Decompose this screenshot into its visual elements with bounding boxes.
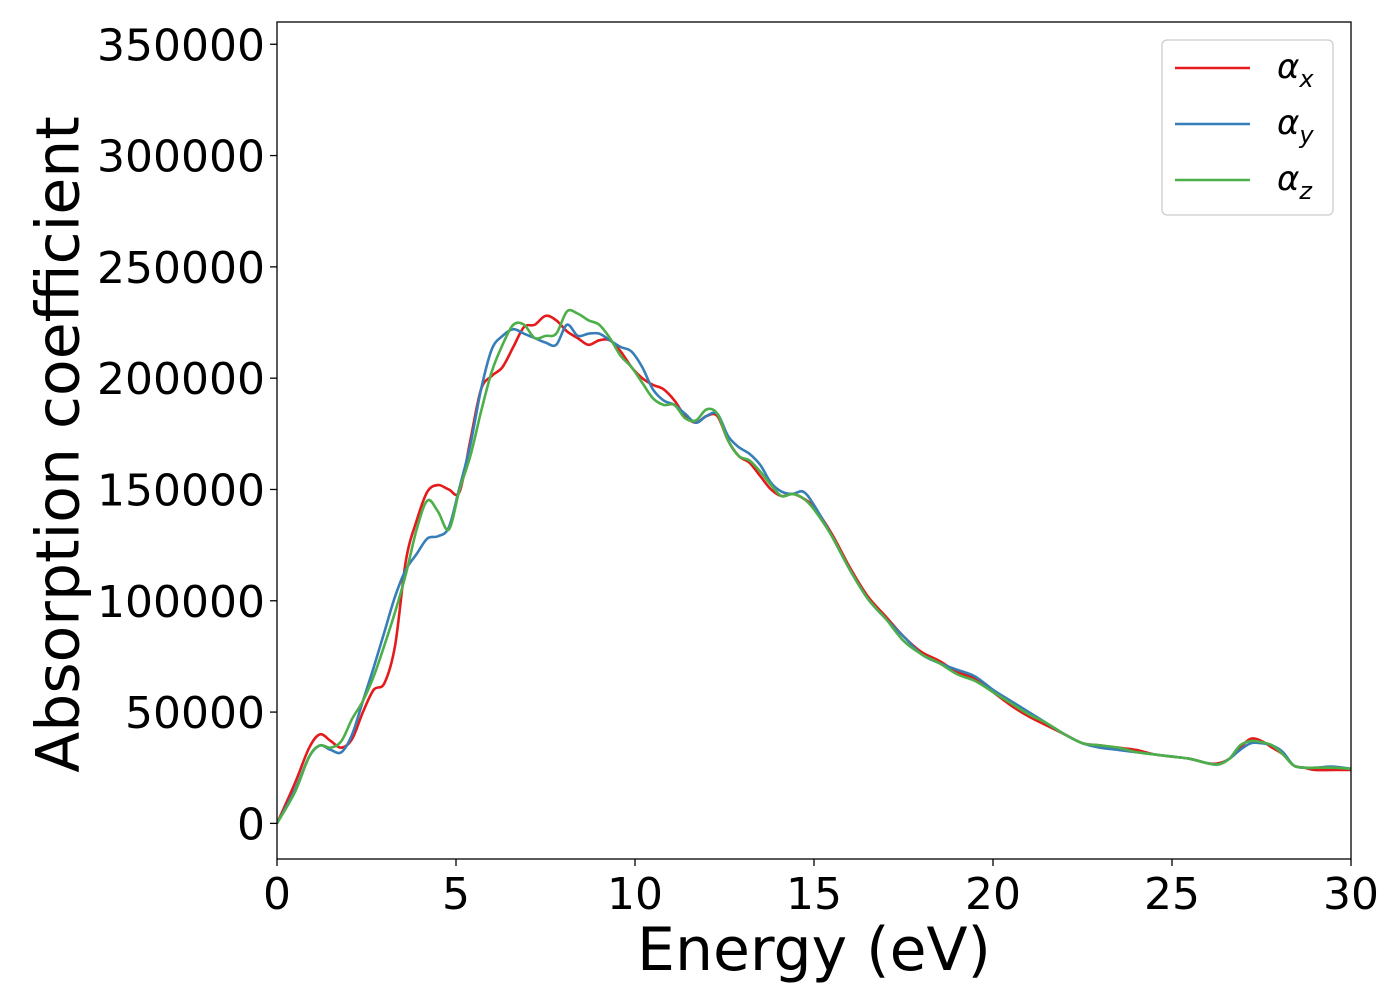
- x-tick-label: 0: [263, 869, 291, 920]
- legend-label-z: αz: [1277, 159, 1313, 205]
- y-tick-label: 250000: [97, 243, 265, 294]
- x-axis: 0 5 10 15 20 25 30: [263, 859, 1379, 920]
- plot-lines: [277, 308, 1351, 825]
- x-tick-label: 30: [1323, 869, 1379, 920]
- y-tick-label: 150000: [97, 465, 265, 516]
- legend-box: [1161, 39, 1334, 216]
- y-tick-label: 100000: [97, 577, 265, 628]
- y-tick-label: 300000: [97, 132, 265, 183]
- y-tick-label: 200000: [97, 354, 265, 405]
- y-tick-label: 350000: [97, 20, 265, 71]
- x-tick-label: 15: [786, 869, 842, 920]
- y-tick-label: 0: [237, 799, 265, 850]
- legend: αx αy αz: [1161, 39, 1334, 216]
- legend-label-x: αx: [1277, 47, 1314, 93]
- x-tick-label: 10: [607, 869, 663, 920]
- y-tick-label: 50000: [125, 688, 265, 739]
- y-axis: 0 50000 100000 150000 200000 250000 300000 3500…: [97, 20, 277, 850]
- x-tick-label: 20: [965, 869, 1021, 920]
- series-line-z: [277, 308, 1351, 825]
- y-axis-title: Absorption coefficient: [24, 116, 94, 773]
- x-tick-label: 25: [1144, 869, 1200, 920]
- x-tick-label: 5: [442, 869, 470, 920]
- x-axis-title: Energy (eV): [637, 915, 991, 985]
- legend-label-y: αy: [1277, 103, 1314, 149]
